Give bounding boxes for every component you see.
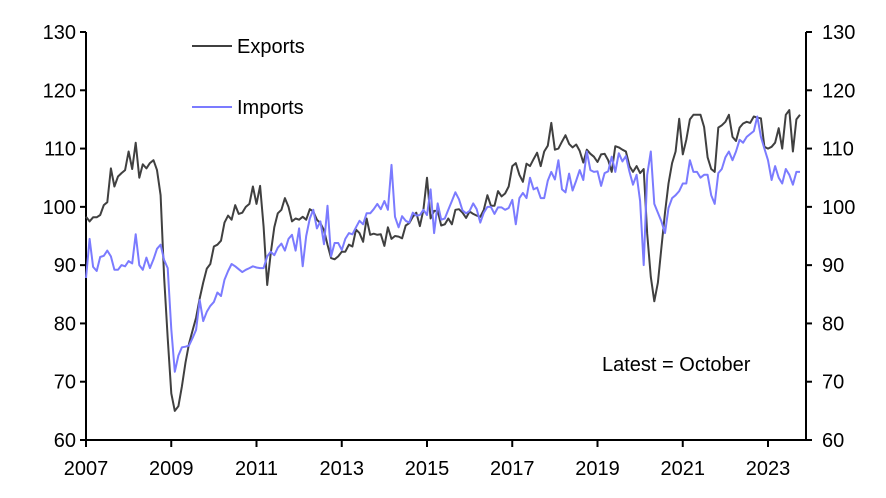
x-tick-label: 2017	[490, 458, 535, 480]
latest-annotation: Latest = October	[602, 354, 751, 376]
x-tick-label: 2011	[235, 458, 278, 480]
left-y-tick-label: 130	[43, 22, 76, 44]
x-tick-label: 2023	[746, 458, 791, 480]
right-y-tick-label: 90	[822, 255, 844, 277]
x-tick-label: 2013	[320, 458, 365, 480]
x-tick-label: 2007	[64, 458, 109, 480]
left-y-tick-label: 70	[54, 372, 76, 394]
left-y-tick-label: 60	[54, 430, 76, 452]
x-tick-label: 2019	[575, 458, 620, 480]
legend-label-exports: Exports	[237, 36, 305, 58]
axes: 60 70 80 90 100 110 120 130 60 70 80 90 100 110 120 130…	[43, 22, 856, 480]
left-y-tick-label: 80	[54, 313, 76, 335]
left-y-tick-label: 120	[43, 80, 76, 102]
x-tick-label: 2021	[661, 458, 706, 480]
left-y-tick-label: 90	[54, 255, 76, 277]
legend-label-imports: Imports	[237, 97, 304, 119]
left-y-tick-label: 110	[44, 139, 76, 161]
x-tick-label: 2015	[405, 458, 450, 480]
right-y-tick-label: 100	[822, 197, 855, 219]
series-line-exports	[85, 109, 801, 412]
legend: Exports Imports	[192, 36, 305, 119]
right-y-tick-label: 130	[822, 22, 855, 44]
right-y-tick-label: 80	[822, 313, 844, 335]
series-line-imports	[85, 115, 800, 373]
series-lines	[85, 109, 801, 412]
left-y-tick-label: 100	[43, 197, 76, 219]
right-y-tick-label: 70	[822, 372, 844, 394]
right-y-tick-label: 110	[822, 139, 854, 161]
right-y-tick-label: 120	[822, 80, 855, 102]
right-y-tick-label: 60	[822, 430, 844, 452]
x-tick-label: 2009	[149, 458, 194, 480]
